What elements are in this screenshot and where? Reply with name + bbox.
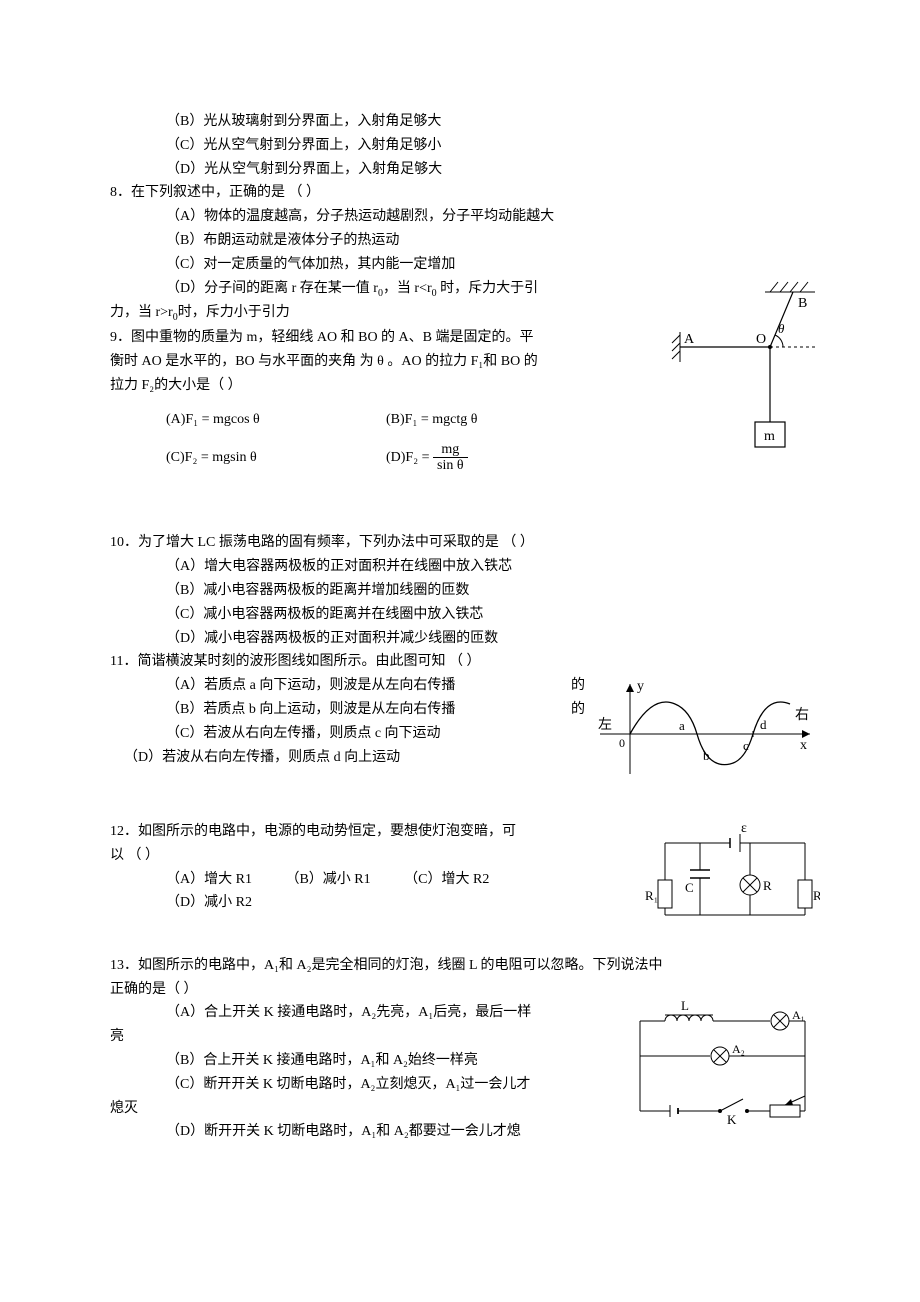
label-a2: A₂ <box>732 1042 745 1056</box>
label-r1: R₁ <box>645 888 658 903</box>
q8-stem: 8．在下列叙述中，正确的是 （ ） <box>110 181 820 205</box>
q11-opt-b: （B）若质点 b 向上运动，则波是从左向右传播 <box>110 698 565 722</box>
axis-x: x <box>800 738 807 753</box>
q13-figure: L A₁ A₂ <box>625 1001 820 1135</box>
label-r: R <box>763 878 772 893</box>
label-k: K <box>727 1112 737 1126</box>
q10-opt-c: （C）减小电容器两极板的距离并在线圈中放入铁芯 <box>110 603 820 627</box>
spacer <box>110 481 820 531</box>
q12-opt-c: （C）增大 R2 <box>404 868 489 892</box>
q13: 13．如图所示的电路中，A₁和 A₂是完全相同的灯泡，线圈 L 的电阻可以忽略。… <box>110 954 820 1144</box>
q8-opt-b: （B）布朗运动就是液体分子的热运动 <box>110 229 820 253</box>
q9-figure: B A O θ <box>670 277 820 466</box>
spacer3 <box>110 934 820 954</box>
q9-opt-c: (C)F₂ = mgsin θ <box>166 446 386 470</box>
q12: ε R₁ R₂ C <box>110 820 820 934</box>
label-c-pt: c <box>743 738 749 753</box>
q10-opt-b: （B）减小电容器两极板的距离并增加线圈的匝数 <box>110 579 820 603</box>
label-o: O <box>756 332 766 347</box>
q10-opt-d: （D）减小电容器两极板的正对面积并减少线圈的匝数 <box>110 627 820 651</box>
q8: 8．在下列叙述中，正确的是 （ ） （A）物体的温度越高，分子热运动越剧烈，分子… <box>110 181 820 481</box>
label-c: C <box>685 880 694 895</box>
label-a1: A₁ <box>792 1008 805 1022</box>
q9-opt-a: (A)F₁ = mgcos θ <box>166 408 386 432</box>
q7-opt-b: （B）光从玻璃射到分界面上，入射角足够大 <box>110 110 820 134</box>
label-a-pt: a <box>679 718 685 733</box>
label-d-pt: d <box>760 717 767 732</box>
label-eps: ε <box>741 821 747 836</box>
q11-opt-b-tail: 的 <box>565 698 585 722</box>
q11-figure: y x 0 左 右 a b c d <box>595 674 820 798</box>
q11-stem: 11．简谐横波某时刻的波形图线如图所示。由此图可知 （ ） <box>110 650 820 674</box>
label-b: B <box>798 296 807 311</box>
q9-row1: (A)F₁ = mgcos θ (B)F₁ = mgctg θ <box>110 406 660 434</box>
q11-opt-a: （A）若质点 a 向下运动，则波是从左向右传播 <box>110 674 565 698</box>
q7-options: （B）光从玻璃射到分界面上，入射角足够大 （C）光从空气射到分界面上，入射角足够… <box>110 110 820 181</box>
label-left: 左 <box>598 717 612 733</box>
label-m: m <box>764 429 775 444</box>
label-b-pt: b <box>703 748 710 763</box>
q13-stem1: 13．如图所示的电路中，A₁和 A₂是完全相同的灯泡，线圈 L 的电阻可以忽略。… <box>110 954 820 978</box>
spacer2 <box>110 798 820 820</box>
label-l: L <box>681 1001 689 1013</box>
q9-row2: (C)F₂ = mgsin θ (D)F₂ = mgsin θ <box>110 442 660 474</box>
label-right: 右 <box>795 707 809 723</box>
axis-y: y <box>637 679 644 694</box>
q11: 11．简谐横波某时刻的波形图线如图所示。由此图可知 （ ） y x 0 左 右 … <box>110 650 820 798</box>
label-theta: θ <box>778 321 785 336</box>
q9-opt-b: (B)F₁ = mgctg θ <box>386 408 606 432</box>
q12-opt-d: （D）减小 R2 <box>166 891 252 915</box>
q9-opt-d: (D)F₂ = mgsin θ <box>386 442 606 474</box>
q12-figure: ε R₁ R₂ C <box>645 820 820 934</box>
label-a: A <box>684 332 695 347</box>
q10-opt-a: （A）增大电容器两极板的正对面积并在线圈中放入铁芯 <box>110 555 820 579</box>
q8-opt-c: （C）对一定质量的气体加热，其内能一定增加 <box>110 253 820 277</box>
q12-opt-b: （B）减小 R1 <box>285 868 370 892</box>
q10: 10．为了增大 LC 振荡电路的固有频率，下列办法中可采取的是 （ ） （A）增… <box>110 531 820 650</box>
q8-opt-a: （A）物体的温度越高，分子热运动越剧烈，分子平均动能越大 <box>110 205 820 229</box>
origin: 0 <box>619 736 625 750</box>
label-r2: R₂ <box>813 888 820 903</box>
q11-opt-a-tail: 的 <box>565 674 585 698</box>
q10-stem: 10．为了增大 LC 振荡电路的固有频率，下列办法中可采取的是 （ ） <box>110 531 820 555</box>
q13-stem2: 正确的是（ ） <box>110 978 820 1002</box>
q12-opt-a: （A）增大 R1 <box>166 868 252 892</box>
q7-opt-d: （D）光从空气射到分界面上，入射角足够大 <box>110 158 820 182</box>
q7-opt-c: （C）光从空气射到分界面上，入射角足够小 <box>110 134 820 158</box>
